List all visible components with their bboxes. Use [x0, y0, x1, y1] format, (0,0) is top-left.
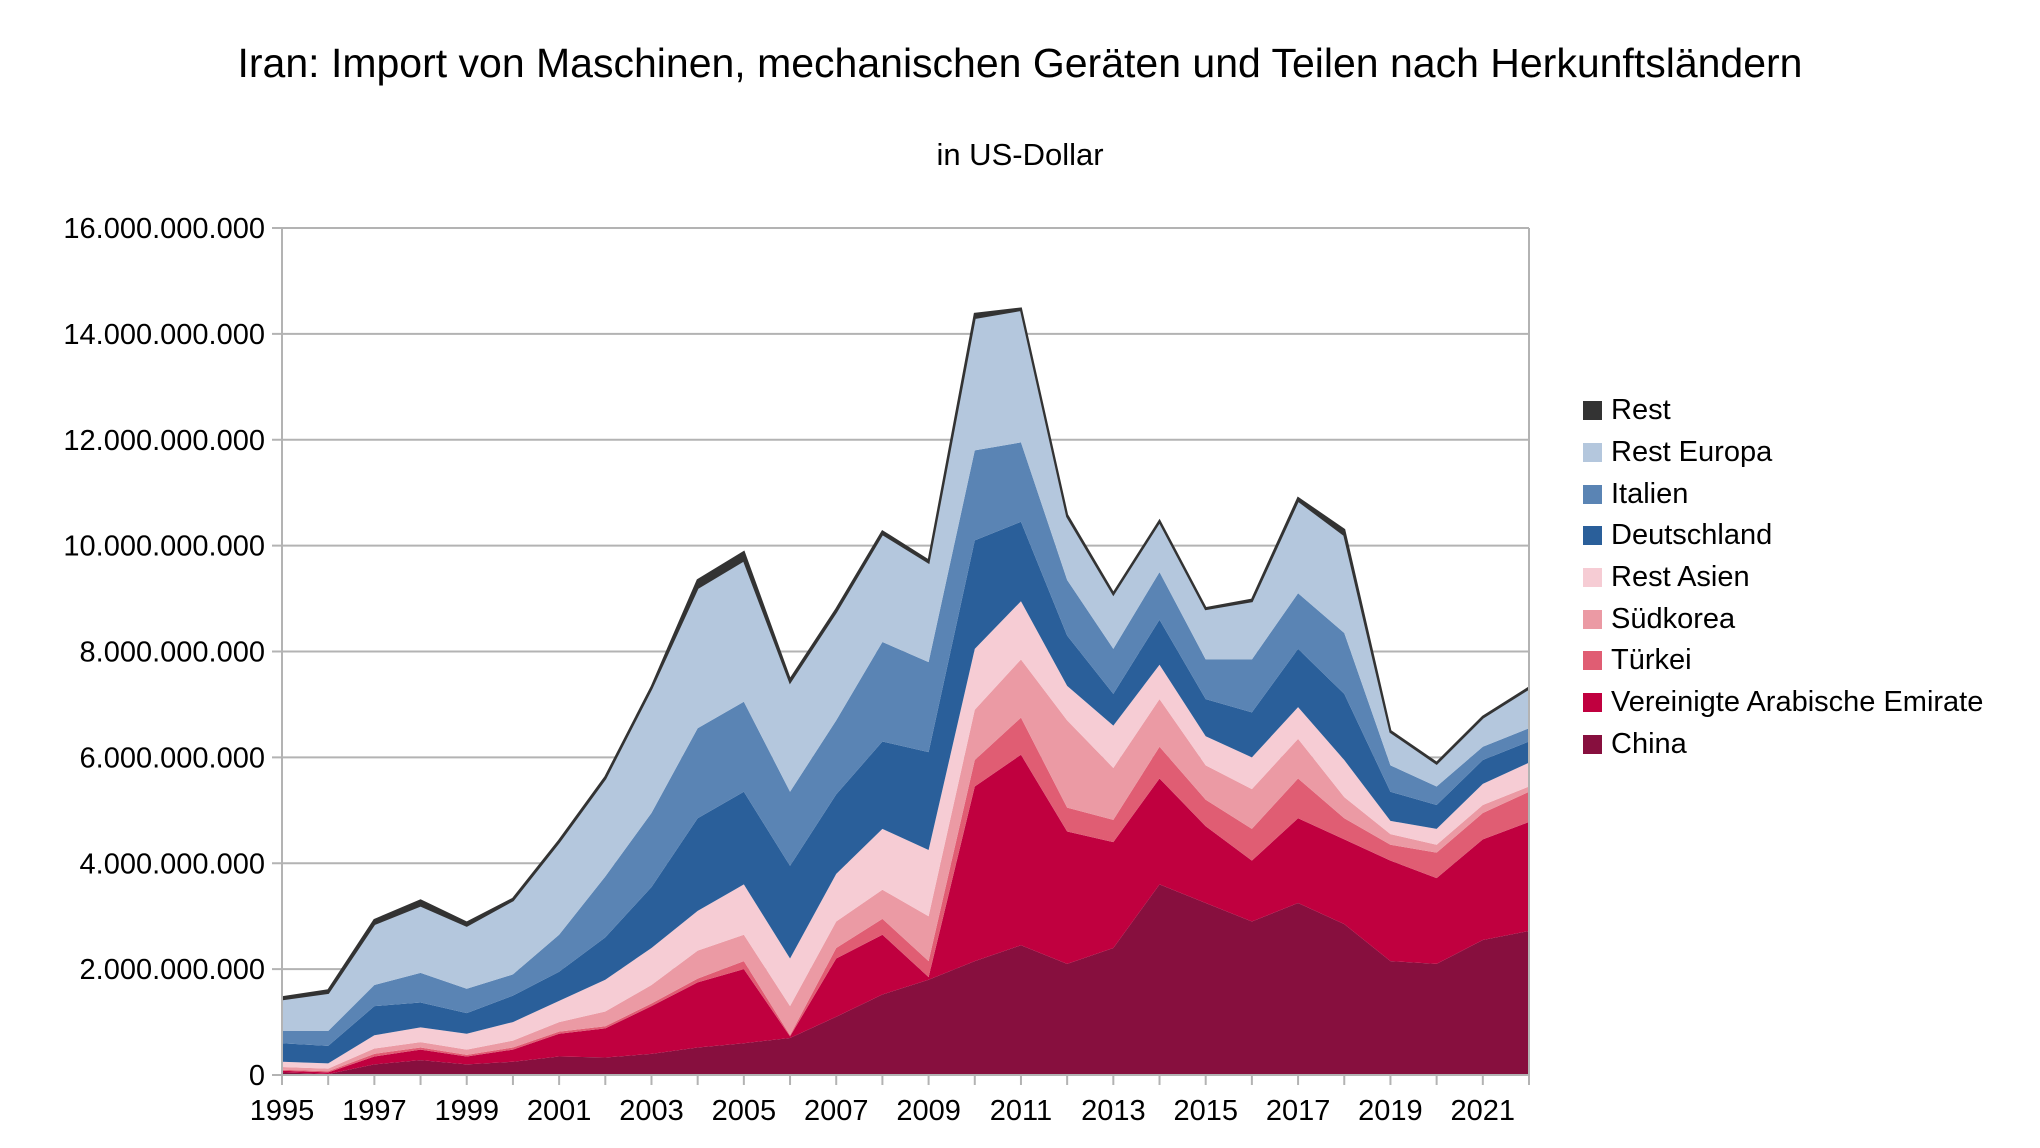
- y-axis-ticks: 0 2.000.000.000 4.000.000.000 6.000.000.000…: [63, 213, 282, 1092]
- legend: Rest Rest Europa Italien Deutschland Res…: [1583, 390, 1983, 765]
- x-tick-label: 2017: [1266, 1095, 1331, 1127]
- x-tick-label: 2019: [1358, 1095, 1423, 1127]
- y-tick-label: 4.000.000.000: [80, 848, 265, 880]
- legend-swatch: [1583, 568, 1602, 588]
- legend-label: Türkei: [1611, 644, 1692, 677]
- axes: [281, 228, 1530, 1085]
- y-tick-label: 14.000.000.000: [63, 319, 265, 351]
- legend-item: Südkorea: [1583, 598, 1983, 640]
- legend-label: Rest: [1611, 394, 1671, 427]
- y-tick-label: 16.000.000.000: [63, 213, 265, 245]
- x-tick-label: 2009: [896, 1095, 961, 1127]
- x-tick-label: 2013: [1081, 1095, 1146, 1127]
- chart-subtitle: in US-Dollar: [936, 137, 1104, 172]
- legend-swatch: [1583, 401, 1602, 421]
- y-tick-label: 12.000.000.000: [63, 425, 265, 457]
- x-tick-label: 1997: [342, 1095, 407, 1127]
- legend-item: China: [1583, 724, 1983, 766]
- x-tick-label: 2001: [527, 1095, 592, 1127]
- y-tick-label: 10.000.000.000: [63, 531, 265, 563]
- legend-label: Deutschland: [1611, 519, 1773, 552]
- legend-item: Rest Europa: [1583, 432, 1983, 474]
- area-layers: [281, 307, 1530, 1075]
- legend-swatch: [1583, 526, 1602, 546]
- x-axis-ticks: 1995 1997 1999 2001 2003 2005 2007 2009 2011 2013…: [250, 1075, 1530, 1127]
- legend-swatch: [1583, 693, 1602, 713]
- x-tick-label: 2005: [712, 1095, 777, 1127]
- legend-swatch: [1583, 651, 1602, 671]
- legend-swatch: [1583, 609, 1602, 629]
- x-tick-label: 2003: [619, 1095, 684, 1127]
- legend-item: Deutschland: [1583, 515, 1983, 557]
- legend-swatch: [1583, 734, 1602, 754]
- legend-label: Rest Asien: [1611, 561, 1750, 594]
- chart-title: Iran: Import von Maschinen, mechanischen…: [237, 40, 1803, 86]
- x-tick-label: 2021: [1451, 1095, 1516, 1127]
- x-tick-label: 1995: [250, 1095, 315, 1127]
- legend-label: China: [1611, 727, 1687, 760]
- area-deutschland: [282, 521, 1529, 1064]
- area-italien: [282, 442, 1529, 1046]
- legend-label: Vereinigte Arabische Emirate: [1611, 686, 1984, 719]
- y-tick-label: 0: [249, 1060, 265, 1092]
- x-tick-label: 2015: [1173, 1095, 1238, 1127]
- legend-item: Türkei: [1583, 640, 1983, 682]
- y-tick-label: 2.000.000.000: [80, 954, 265, 986]
- legend-item: Vereinigte Arabische Emirate: [1583, 682, 1983, 724]
- legend-label: Südkorea: [1611, 602, 1736, 635]
- legend-swatch: [1583, 443, 1602, 463]
- legend-item: Italien: [1583, 473, 1983, 515]
- x-tick-label: 1999: [434, 1095, 499, 1127]
- y-tick-label: 8.000.000.000: [80, 637, 265, 669]
- legend-label: Rest Europa: [1611, 436, 1773, 469]
- legend-swatch: [1583, 484, 1602, 504]
- y-tick-label: 6.000.000.000: [80, 742, 265, 774]
- x-tick-label: 2007: [804, 1095, 869, 1127]
- area-rest-europa: [282, 310, 1529, 1032]
- legend-item: Rest: [1583, 390, 1983, 432]
- x-tick-label: 2011: [990, 1095, 1052, 1127]
- area-china: [282, 884, 1529, 1075]
- legend-item: Rest Asien: [1583, 557, 1983, 599]
- legend-label: Italien: [1611, 477, 1689, 510]
